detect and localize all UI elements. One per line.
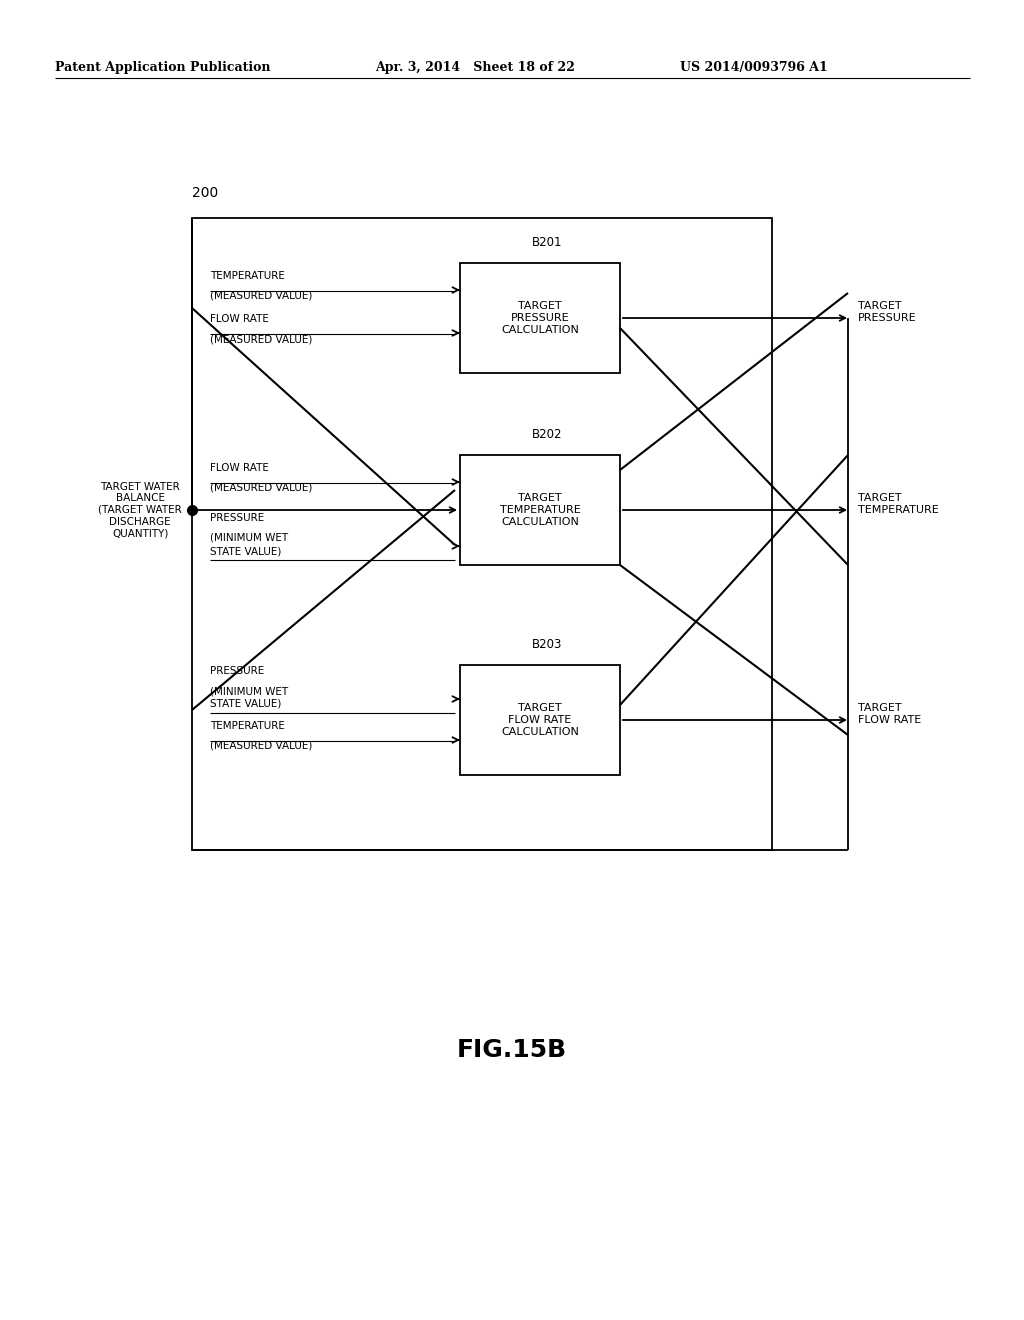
- Bar: [460, 665, 620, 775]
- Text: US 2014/0093796 A1: US 2014/0093796 A1: [680, 62, 827, 74]
- Text: TARGET
PRESSURE
CALCULATION: TARGET PRESSURE CALCULATION: [501, 301, 579, 334]
- Text: TEMPERATURE: TEMPERATURE: [210, 271, 285, 281]
- Bar: [460, 263, 620, 374]
- Bar: [193, 218, 772, 850]
- Text: PRESSURE: PRESSURE: [210, 513, 264, 523]
- Text: B202: B202: [532, 428, 562, 441]
- Text: TARGET
TEMPERATURE
CALCULATION: TARGET TEMPERATURE CALCULATION: [500, 494, 581, 527]
- Text: TARGET
FLOW RATE: TARGET FLOW RATE: [858, 704, 922, 725]
- Text: FLOW RATE: FLOW RATE: [210, 314, 269, 323]
- Text: TARGET
FLOW RATE
CALCULATION: TARGET FLOW RATE CALCULATION: [501, 704, 579, 737]
- Text: (MEASURED VALUE): (MEASURED VALUE): [210, 483, 312, 492]
- Text: PRESSURE: PRESSURE: [210, 667, 264, 676]
- Text: (MEASURED VALUE): (MEASURED VALUE): [210, 741, 312, 751]
- Text: (MINIMUM WET: (MINIMUM WET: [210, 686, 288, 696]
- Text: Patent Application Publication: Patent Application Publication: [55, 62, 270, 74]
- Text: STATE VALUE): STATE VALUE): [210, 546, 282, 556]
- Text: Apr. 3, 2014   Sheet 18 of 22: Apr. 3, 2014 Sheet 18 of 22: [375, 62, 574, 74]
- Text: STATE VALUE): STATE VALUE): [210, 700, 282, 709]
- Text: B201: B201: [532, 236, 562, 249]
- Text: (MEASURED VALUE): (MEASURED VALUE): [210, 290, 312, 301]
- Text: (MEASURED VALUE): (MEASURED VALUE): [210, 334, 312, 345]
- Text: (MINIMUM WET: (MINIMUM WET: [210, 533, 288, 543]
- Text: 200: 200: [193, 186, 218, 201]
- Text: B203: B203: [532, 638, 562, 651]
- Text: TARGET
TEMPERATURE: TARGET TEMPERATURE: [858, 494, 939, 515]
- Bar: [460, 455, 620, 565]
- Text: TARGET WATER
BALANCE
(TARGET WATER
DISCHARGE
QUANTITY): TARGET WATER BALANCE (TARGET WATER DISCH…: [98, 482, 182, 539]
- Text: FLOW RATE: FLOW RATE: [210, 463, 269, 473]
- Text: TARGET
PRESSURE: TARGET PRESSURE: [858, 301, 916, 323]
- Text: FIG.15B: FIG.15B: [457, 1038, 567, 1063]
- Text: TEMPERATURE: TEMPERATURE: [210, 721, 285, 731]
